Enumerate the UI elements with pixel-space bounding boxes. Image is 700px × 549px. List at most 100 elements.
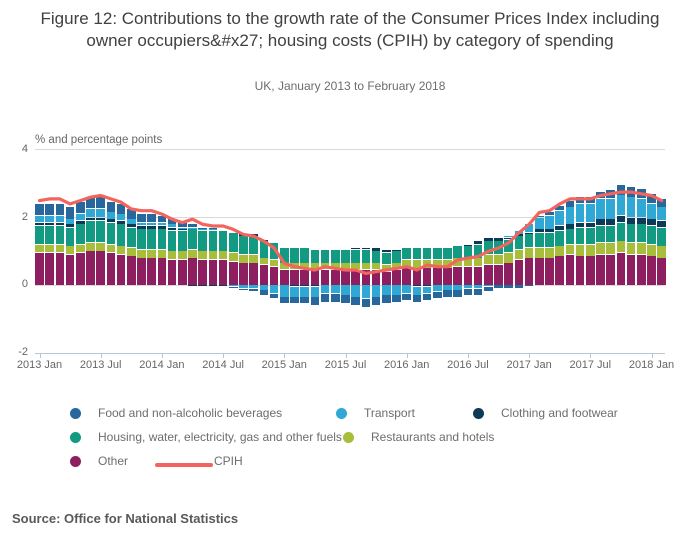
bar-segment-food [637,188,646,199]
bar-segment-clothing [626,217,636,224]
bar-segment-restaurants [453,258,462,267]
bar-segment-transport [565,207,575,224]
bar-segment-food [361,298,371,307]
bar-segment-housing [218,231,228,251]
bar-segment-transport [35,215,44,222]
bar-segment-housing [443,248,452,260]
bar-segment-clothing [545,229,554,233]
bar-segment-restaurants [443,259,452,268]
bar-segment-restaurants [524,248,534,258]
bar-segment-housing [106,222,116,244]
bar-segment-restaurants [351,263,360,270]
bar-segment-other [422,268,432,285]
bar-segment-transport [45,215,54,222]
bar-segment-housing [198,231,207,251]
bar-segment-housing [35,225,44,244]
bar-segment-housing [545,232,554,248]
bar-segment-restaurants [320,263,330,270]
bar-segment-food [596,192,605,199]
bar-segment-other [586,256,595,285]
bar-segment-transport [188,227,197,229]
bar-segment-clothing [565,224,575,229]
bar-segment-restaurants [218,251,228,260]
bar-segment-other [453,266,462,285]
bar-segment-housing [535,232,544,248]
bar-segment-restaurants [188,249,197,258]
bar-segment-clothing [198,285,207,287]
bar-segment-housing [626,224,636,243]
bar-segment-housing [586,227,595,244]
bar-segment-food [443,290,452,297]
bar-segment-transport [320,285,330,294]
bar-segment-transport [290,286,299,297]
bar-segment-food [473,288,483,295]
bar-segment-other [545,258,554,285]
bar-segment-other [147,258,156,285]
x-tick-mark [406,353,408,359]
other-swatch-icon [70,455,81,467]
bar-segment-restaurants [545,248,554,258]
bar-segment-housing [188,229,197,250]
bar-segment-transport [504,236,513,238]
bar-segment-food [127,209,136,219]
bar-segment-restaurants [198,251,207,260]
bar-segment-transport [249,285,258,289]
bar-segment-housing [606,225,615,243]
bar-segment-other [55,253,65,285]
bar-segment-housing [596,225,605,243]
bar-segment-transport [657,207,666,221]
bar-segment-other [626,254,636,285]
bar-segment-transport [300,286,309,297]
bar-segment-clothing [586,222,595,228]
bar-segment-restaurants [514,249,524,260]
legend-label-transport: Transport [364,406,415,420]
bar-segment-transport [361,285,371,299]
bar-segment-transport [96,209,105,217]
legend-item-housing: Housing, water, electricity, gas and oth… [70,430,342,444]
x-tick-label: 2017 Jan [506,359,552,372]
bar-segment-food [137,214,146,222]
bar-segment-housing [167,231,177,251]
bar-segment-other [300,270,309,285]
bar-segment-housing [565,229,575,244]
bar-segment-clothing [484,237,493,241]
bar-segment-housing [371,251,381,263]
bar-segment-food [371,297,381,306]
legend-item-clothing: Clothing and footwear [473,406,618,420]
bar-segment-clothing [249,234,258,236]
bar-segment-other [514,259,524,285]
bar-segment-restaurants [259,258,269,265]
bar-segment-other [239,263,248,285]
bar-segment-housing [422,248,432,260]
bar-segment-restaurants [637,242,646,255]
bar-segment-clothing [514,234,524,236]
housing-swatch-icon [70,431,81,443]
bar-segment-transport [382,285,391,295]
bar-segment-other [524,258,534,285]
bar-segment-restaurants [65,246,75,255]
bar-segment-clothing [178,229,187,231]
bar-segment-transport [626,197,636,217]
bar-segment-transport [127,219,136,224]
bar-segment-food [300,297,309,304]
legend-label-housing: Housing, water, electricity, gas and oth… [98,430,342,444]
bar-segment-other [402,268,411,285]
bar-segment-other [280,270,289,285]
bar-segment-housing [116,224,126,246]
bar-segment-clothing [208,285,218,287]
bar-segment-restaurants [412,259,422,268]
x-tick-mark [467,353,469,359]
bar-segment-housing [616,222,626,241]
bar-segment-clothing [504,237,513,239]
bar-segment-transport [616,195,626,216]
bar-segment-other [504,263,513,285]
bar-segment-food [392,295,401,302]
bar-segment-restaurants [422,259,432,268]
bar-segment-restaurants [555,246,564,256]
bar-segment-restaurants [147,249,156,258]
bar-segment-clothing [96,217,105,221]
bar-segment-restaurants [606,242,615,255]
bar-segment-clothing [524,232,534,234]
bar-segment-clothing [463,244,473,246]
bar-segment-food [331,293,340,302]
